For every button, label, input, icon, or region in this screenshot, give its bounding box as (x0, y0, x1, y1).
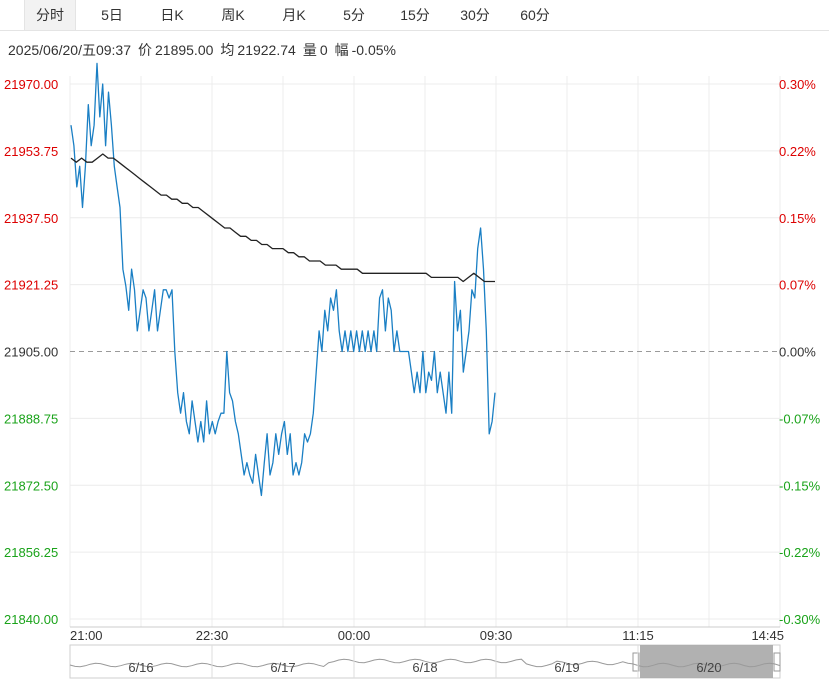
y-tick-percent-label: 0.07% (779, 278, 816, 293)
change-label: 幅 (334, 42, 349, 58)
volume-value: 0 (319, 42, 328, 58)
tab-5day[interactable]: 5日 (101, 7, 123, 23)
y-tick-label: 21905.00 (4, 345, 58, 360)
tab-30min[interactable]: 30分 (460, 7, 490, 23)
tab-monthly-k[interactable]: 月K (282, 7, 306, 23)
volume-label: 量 (302, 42, 317, 58)
x-tick-label: 00:00 (338, 628, 371, 643)
x-tick-label: 21:00 (70, 628, 103, 643)
x-tick-label: 09:30 (480, 628, 513, 643)
tab-5min[interactable]: 5分 (343, 7, 365, 23)
price-line (70, 62, 496, 497)
change-value: -0.05% (351, 42, 396, 58)
period-tab-bar: 分时 5日 日K 周K 月K 5分 15分 30分 60分 (0, 0, 829, 31)
tab-intraday[interactable]: 分时 (24, 0, 76, 30)
y-tick-label: 21937.50 (4, 211, 58, 226)
avg-label: 均 (220, 42, 235, 58)
y-tick-percent-label: 0.15% (779, 211, 816, 226)
quote-datetime: 2025/06/20/五09:37 (8, 42, 131, 58)
tab-15min[interactable]: 15分 (400, 7, 430, 23)
y-axis-price-labels: 21970.00 21953.75 21937.50 21921.25 21905.00… (4, 77, 58, 627)
navigator-date-label: 6/18 (412, 660, 437, 675)
x-tick-label: 22:30 (196, 628, 229, 643)
chart-series (70, 62, 496, 497)
y-tick-percent-label: 0.30% (779, 77, 816, 92)
date-navigator[interactable]: 6/16 6/17 6/18 6/19 6/20 (69, 644, 781, 679)
y-tick-percent-label: 0.00% (779, 345, 816, 360)
y-tick-percent-label: -0.07% (779, 411, 821, 426)
navigator-trace (69, 658, 781, 668)
price-value: 21895.00 (155, 42, 214, 58)
price-label: 价 (138, 42, 152, 58)
y-tick-label: 21840.00 (4, 612, 58, 627)
x-tick-label: 14:45 (751, 628, 784, 643)
navigator-date-label: 6/17 (270, 660, 295, 675)
avg-value: 21922.74 (237, 42, 296, 58)
y-tick-label: 21921.25 (4, 278, 58, 293)
tab-60min[interactable]: 60分 (520, 7, 550, 23)
y-axis-percent-labels: 0.30% 0.22% 0.15% 0.07% 0.00% -0.07% -0.15% -0.… (779, 77, 821, 627)
navigator-date-label: 6/19 (554, 660, 579, 675)
y-tick-percent-label: -0.30% (779, 612, 821, 627)
y-tick-label: 21970.00 (4, 77, 58, 92)
navigator-handle-right (773, 652, 781, 672)
y-tick-percent-label: -0.22% (779, 545, 821, 560)
navigator-handle-left (632, 652, 640, 672)
chart-grid (69, 76, 781, 628)
y-tick-label: 21856.25 (4, 545, 58, 560)
x-axis-time-labels: 21:00 22:30 00:00 09:30 11:15 14:45 (70, 628, 784, 643)
quote-info-bar: 2025/06/20/五09:37 价 21895.00 均 21922.74 量 0 幅 -0… (8, 40, 403, 60)
average-price-line (70, 153, 495, 283)
tab-daily-k[interactable]: 日K (160, 7, 184, 23)
y-tick-label: 21872.50 (4, 478, 58, 493)
navigator-selection (640, 645, 773, 678)
y-tick-label: 21888.75 (4, 411, 58, 426)
tab-weekly-k[interactable]: 周K (221, 7, 245, 23)
navigator-date-label: 6/16 (128, 660, 153, 675)
navigator-date-label: 6/20 (696, 660, 721, 675)
y-tick-label: 21953.75 (4, 144, 58, 159)
x-tick-label: 11:15 (622, 628, 654, 643)
y-tick-percent-label: -0.15% (779, 478, 821, 493)
y-tick-percent-label: 0.22% (779, 144, 816, 159)
